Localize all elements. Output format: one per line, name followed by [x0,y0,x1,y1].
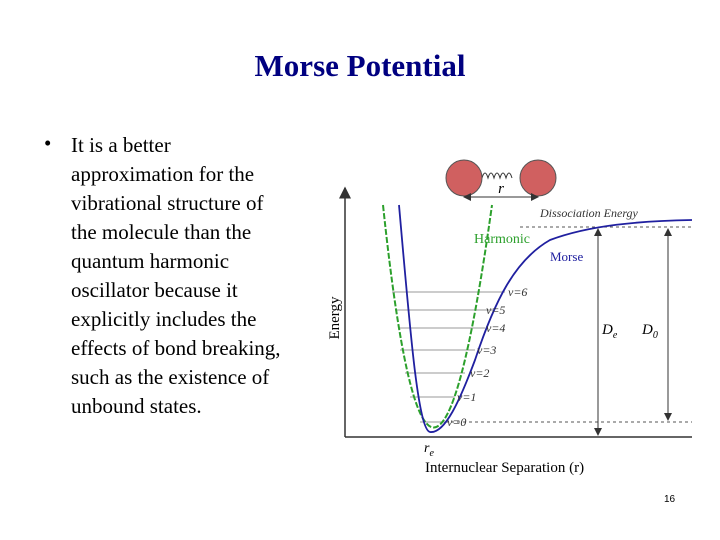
bullet-line: effects of bond breaking, [71,336,281,360]
bullet-line: vibrational structure of [71,191,264,215]
atom [519,159,557,197]
bullet-line: the molecule than the [71,220,252,244]
atom [445,159,483,197]
level-label: v=3 [477,343,496,357]
x-axis-label: Internuclear Separation (r) [425,460,584,476]
spring [481,172,513,180]
dissociation-label: Dissociation Energy [539,206,639,220]
harmonic-label: Harmonic [474,232,530,247]
harmonic-curve [382,204,493,429]
bullet-text: It is a better approximation for the vibra… [71,131,281,421]
level-label: v=1 [457,390,476,404]
level-label: v=0 [447,415,466,429]
de-label: De [601,322,618,341]
slide-title: Morse Potential [254,48,466,83]
bullet-line: approximation for the [71,162,255,186]
bond-label: r [498,181,504,197]
level-label: v=4 [486,321,505,335]
morse-curve [398,204,693,433]
level-label: v=6 [508,285,527,299]
morse-label: Morse [550,249,583,264]
bullet-line: such as the existence of [71,365,270,389]
bullet-line: unbound states. [71,394,202,418]
bullet-line: explicitly includes the [71,307,257,331]
bullet-line: It is a better [71,133,171,157]
y-axis-label: Energy [327,296,343,340]
bullet-line: oscillator because it [71,278,238,302]
level-label: v=2 [470,366,489,380]
page-number: 16 [664,494,676,505]
bullet-symbol: • [44,131,52,155]
level-label: v=5 [486,303,505,317]
re-label: re [424,441,434,459]
d0-label: D0 [641,322,658,341]
bullet-line: quantum harmonic [71,249,230,273]
